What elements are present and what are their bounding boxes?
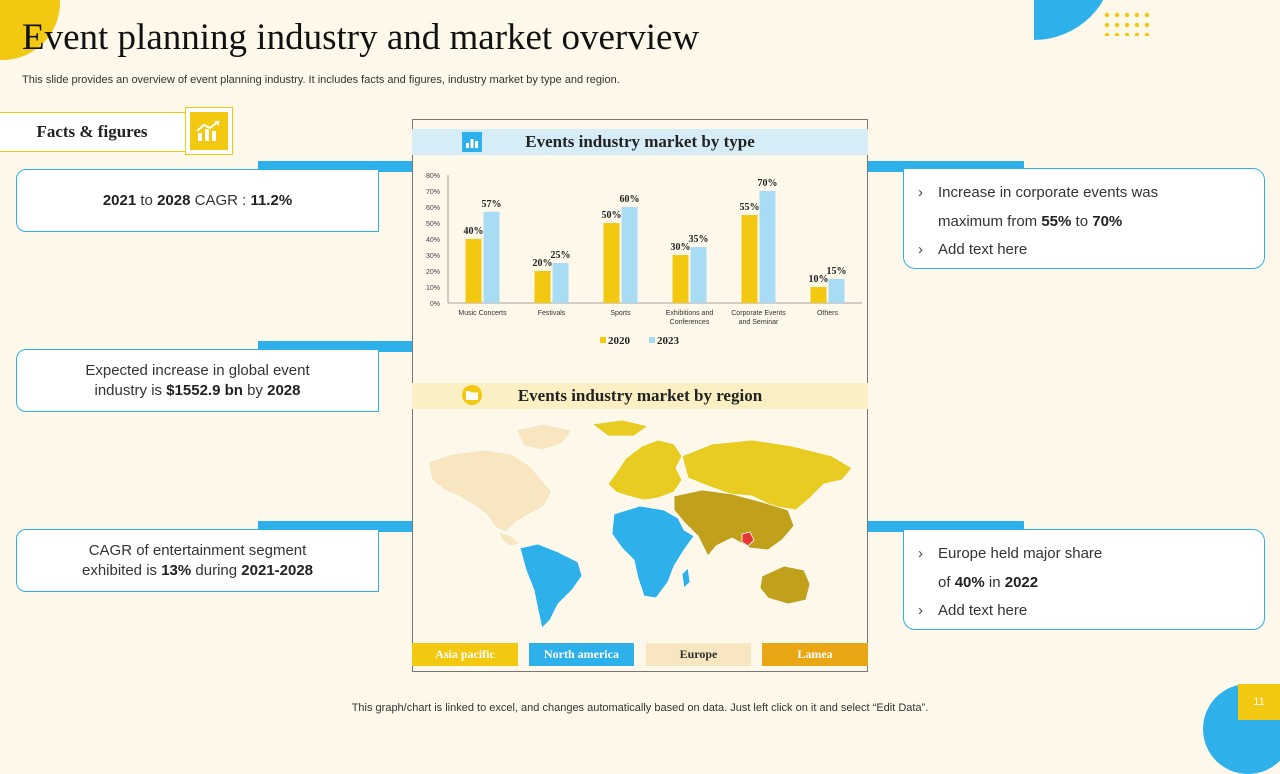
fact-card-cagr: 2021 to 2028 CAGR : 11.2% — [16, 169, 379, 232]
map-region-middle-asia[interactable] — [673, 489, 811, 605]
map-region-asia[interactable] — [681, 439, 853, 511]
insight-card-region: › Europe held major share of 40% in 2022 … — [903, 529, 1265, 630]
x-tick-label: Conferences — [670, 319, 710, 326]
bar-2023 — [828, 279, 845, 303]
chevron-right-icon: › — [918, 184, 923, 201]
fact-card-global-industry: Expected increase in global event indust… — [16, 349, 379, 412]
x-tick-label: Music Concerts — [458, 310, 507, 317]
bar-2023 — [690, 247, 707, 303]
legend-swatch-2023 — [649, 337, 655, 343]
market-by-type-chart[interactable]: 0% 10% 20% 30% 40% 50% 60% 70% 80% 40% 57% Music Co… — [412, 160, 868, 355]
y-tick-label: 0% — [430, 301, 440, 308]
data-label: 20% — [533, 258, 553, 269]
x-tick-label: and Seminar — [739, 319, 779, 326]
bar-2023 — [552, 263, 569, 303]
y-tick-label: 80% — [426, 173, 440, 180]
chart-growth-icon — [190, 112, 228, 150]
connector-strip — [258, 341, 412, 352]
bar-2020 — [534, 271, 551, 303]
data-label: 30% — [671, 242, 691, 253]
y-tick-label: 20% — [426, 269, 440, 276]
y-tick-label: 40% — [426, 237, 440, 244]
bar-2020 — [810, 287, 827, 303]
x-tick-label: Festivals — [538, 310, 566, 317]
slide-subtitle: This slide provides an overview of event… — [22, 74, 620, 86]
region-panel-header: Events industry market by region — [412, 383, 868, 409]
legend-lamea[interactable]: Lamea — [762, 643, 868, 666]
legend-north-america[interactable]: North america — [529, 643, 634, 666]
region-panel-title: Events industry market by region — [517, 386, 763, 405]
world-map[interactable] — [412, 410, 868, 640]
y-tick-label: 70% — [426, 189, 440, 196]
bar-2023 — [483, 211, 500, 303]
data-label: 70% — [758, 178, 778, 189]
fact-text: 2021 to 2028 CAGR : 11.2% — [102, 191, 293, 209]
y-tick-label: 60% — [426, 205, 440, 212]
legend-swatch-2020 — [600, 337, 606, 343]
add-text-placeholder[interactable]: Add text here — [938, 241, 1028, 258]
connector-strip — [868, 521, 1024, 532]
bar-2020 — [741, 215, 758, 303]
slide-title: Event planning industry and market overv… — [22, 17, 700, 58]
type-panel-title: Events industry market by type — [525, 132, 755, 151]
fact-card-entertainment: CAGR of entertainment segment exhibited … — [16, 529, 379, 592]
bar-chart-icon — [462, 132, 482, 152]
data-label: 55% — [740, 202, 760, 213]
bar-2023 — [621, 207, 638, 303]
data-label: 50% — [602, 210, 622, 221]
bar-2023 — [759, 191, 776, 303]
type-panel-header: Events industry market by type — [412, 129, 868, 155]
fact-text: CAGR of entertainment segment exhibited … — [81, 541, 314, 579]
dot-pattern — [1102, 10, 1152, 36]
data-label: 57% — [482, 199, 502, 210]
facts-icon-frame — [185, 107, 233, 155]
y-tick-label: 10% — [426, 285, 440, 292]
legend-label: 2023 — [657, 335, 680, 347]
footer-note: This graph/chart is linked to excel, and… — [351, 702, 929, 714]
add-text-placeholder[interactable]: Add text here — [938, 602, 1028, 619]
map-region-highlight[interactable] — [741, 531, 755, 547]
map-region-africa[interactable] — [611, 505, 695, 599]
x-tick-label: Sports — [610, 310, 631, 317]
folder-icon — [462, 385, 482, 405]
chevron-right-icon: › — [918, 545, 923, 562]
fact-text: Expected increase in global event indust… — [85, 361, 310, 399]
chevron-right-icon: › — [918, 241, 923, 258]
insight-card-type: › Increase in corporate events was maximu… — [903, 168, 1265, 269]
data-label: 40% — [464, 226, 484, 237]
page-number: 11 — [1238, 684, 1280, 720]
facts-label: Facts & figures — [36, 122, 148, 141]
facts-header: Facts & figures — [0, 112, 205, 152]
map-region-south-america[interactable] — [519, 543, 583, 629]
x-tick-label: Exhibitions and — [666, 310, 714, 317]
data-label: 10% — [809, 274, 829, 285]
legend-asia-pacific[interactable]: Asia pacific — [412, 643, 518, 666]
connector-strip — [868, 161, 1024, 172]
bar-2020 — [603, 223, 620, 303]
data-label: 35% — [689, 234, 709, 245]
data-label: 15% — [827, 266, 847, 277]
x-tick-label: Corporate Events — [731, 310, 786, 317]
legend-europe[interactable]: Europe — [646, 643, 751, 666]
data-label: 60% — [620, 194, 640, 205]
connector-strip — [258, 521, 412, 532]
y-tick-label: 50% — [426, 221, 440, 228]
bar-2020 — [672, 255, 689, 303]
y-tick-label: 30% — [426, 253, 440, 260]
bar-2020 — [465, 239, 482, 303]
legend-label: 2020 — [608, 335, 631, 347]
x-tick-label: Others — [817, 310, 839, 317]
map-region-europe[interactable] — [590, 419, 683, 501]
connector-strip — [258, 161, 412, 172]
data-label: 25% — [551, 250, 571, 261]
map-region-north-america[interactable] — [427, 423, 573, 547]
chevron-right-icon: › — [918, 602, 923, 619]
